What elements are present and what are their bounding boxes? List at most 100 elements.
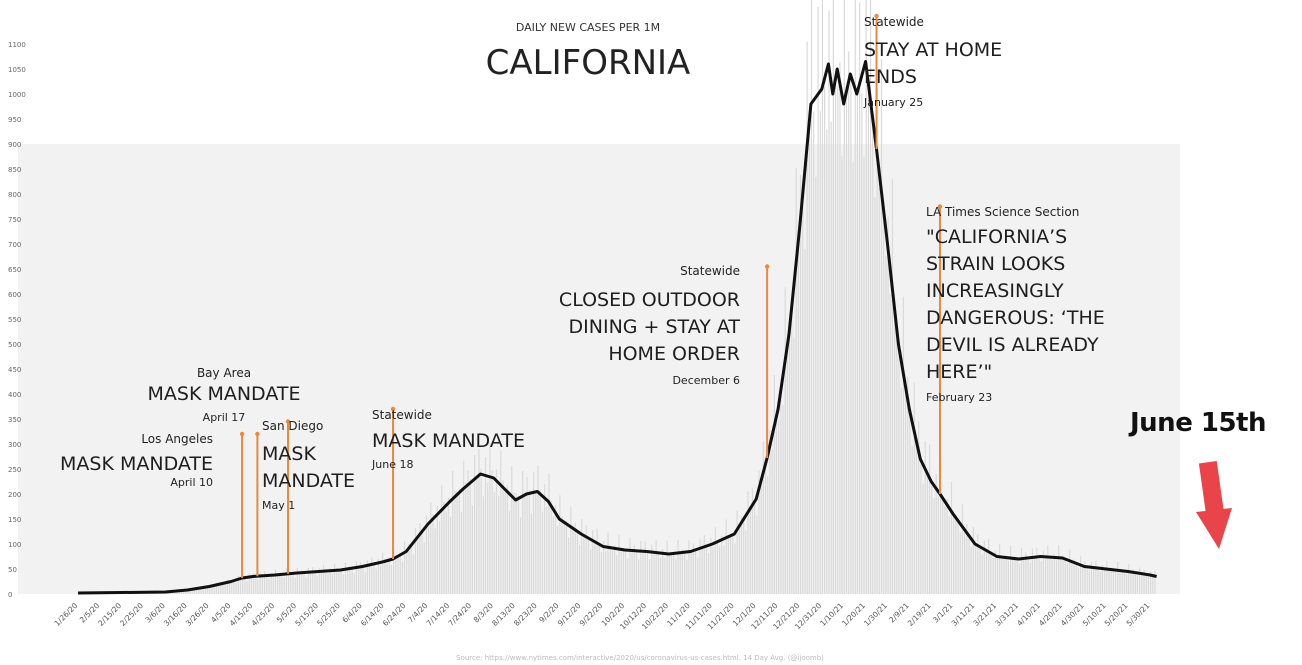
daily-bar: [1051, 560, 1053, 594]
daily-bar: [876, 80, 878, 594]
daily-bar: [1099, 571, 1101, 594]
daily-bar: [261, 576, 263, 594]
daily-bar: [679, 551, 681, 594]
daily-bar: [900, 388, 902, 594]
daily-bar: [565, 520, 568, 594]
x-tick-label: 5/30/21: [1125, 601, 1152, 628]
daily-bar: [403, 541, 406, 594]
daily-bar: [686, 559, 688, 594]
daily-bar: [255, 574, 257, 594]
daily-bar: [710, 537, 712, 594]
daily-bar: [511, 466, 513, 594]
daily-bar: [355, 561, 358, 594]
daily-bar: [791, 309, 793, 594]
daily-bar: [885, 256, 887, 594]
daily-bar: [996, 558, 999, 594]
daily-bar: [1012, 558, 1014, 594]
daily-bar: [959, 532, 961, 594]
annotation-headline-line: INCREASINGLY: [926, 280, 1064, 302]
daily-bar: [837, 85, 839, 595]
daily-bar: [657, 551, 659, 594]
daily-bar: [397, 556, 399, 594]
daily-bar: [561, 516, 563, 594]
annotation-headline: "CALIFORNIA’S STRAIN LOOKS INCREASINGLY DAN…: [926, 226, 1105, 383]
daily-bar: [673, 551, 675, 594]
daily-bar: [572, 525, 574, 594]
y-tick-label: 750: [8, 216, 21, 224]
daily-bar: [677, 539, 679, 594]
daily-bar: [1130, 572, 1132, 594]
annotation-tag: Statewide: [680, 264, 740, 278]
daily-bar: [754, 503, 756, 594]
daily-bar: [953, 514, 955, 594]
daily-bar: [458, 488, 460, 594]
daily-bar: [1093, 567, 1095, 594]
daily-bar: [578, 544, 581, 594]
daily-bar: [191, 589, 193, 594]
annotation-date: January 25: [863, 96, 923, 109]
daily-bar: [522, 471, 524, 594]
daily-bar: [600, 552, 603, 594]
daily-bar: [242, 576, 244, 594]
daily-bar: [747, 491, 749, 594]
daily-bar: [180, 590, 183, 594]
daily-bar: [1027, 559, 1029, 594]
daily-bar: [570, 506, 572, 594]
annotation-headline-line: DANGEROUS: ‘THE: [926, 307, 1105, 329]
daily-bar: [423, 542, 425, 594]
daily-bar: [832, 0, 834, 595]
daily-bar: [902, 296, 904, 594]
daily-bar: [935, 473, 937, 594]
daily-bar: [651, 545, 653, 594]
y-tick-label: 500: [8, 341, 21, 349]
daily-bar: [460, 511, 463, 594]
daily-bar: [618, 534, 620, 594]
daily-bar: [583, 534, 585, 594]
daily-bar: [342, 574, 344, 594]
x-tick-label: 1/30/21: [862, 601, 889, 628]
daily-bar: [288, 572, 290, 594]
annotation-tag: LA Times Science Section: [926, 205, 1079, 219]
daily-bar: [325, 568, 327, 594]
daily-bar: [631, 549, 633, 594]
daily-bar: [1049, 558, 1051, 594]
daily-bar: [736, 510, 738, 594]
daily-bar: [1040, 561, 1042, 594]
daily-bar: [231, 581, 233, 594]
daily-bar: [642, 551, 644, 594]
daily-bar: [1097, 569, 1099, 594]
daily-bar: [296, 567, 298, 594]
daily-bar: [725, 519, 727, 594]
daily-bar: [845, 86, 848, 595]
daily-bar: [1018, 563, 1020, 594]
daily-bar: [810, 0, 813, 594]
daily-bar: [316, 575, 318, 594]
daily-bar: [1060, 558, 1062, 594]
daily-bar: [644, 541, 646, 594]
daily-bar: [1075, 564, 1077, 594]
daily-bar: [966, 524, 968, 594]
daily-bar: [1101, 565, 1104, 594]
annotation-headline-line: MANDATE: [262, 470, 355, 492]
daily-bar: [813, 111, 815, 595]
daily-bar: [408, 543, 410, 594]
daily-bar: [314, 570, 316, 594]
june-15th-callout: June 15th: [1130, 408, 1267, 438]
daily-bar: [594, 543, 596, 594]
daily-bar: [543, 484, 546, 594]
daily-bar: [817, 6, 819, 594]
daily-bar: [1009, 545, 1012, 594]
daily-bar: [395, 554, 397, 594]
daily-bar: [1077, 567, 1080, 594]
daily-bar: [228, 580, 231, 594]
daily-bar: [970, 546, 972, 594]
daily-bar: [1031, 548, 1034, 594]
daily-bar: [1016, 559, 1018, 594]
daily-bar: [697, 557, 699, 594]
daily-bar: [1088, 570, 1090, 594]
daily-bar: [762, 441, 764, 594]
daily-bar: [1003, 558, 1005, 594]
daily-bar: [937, 496, 939, 594]
